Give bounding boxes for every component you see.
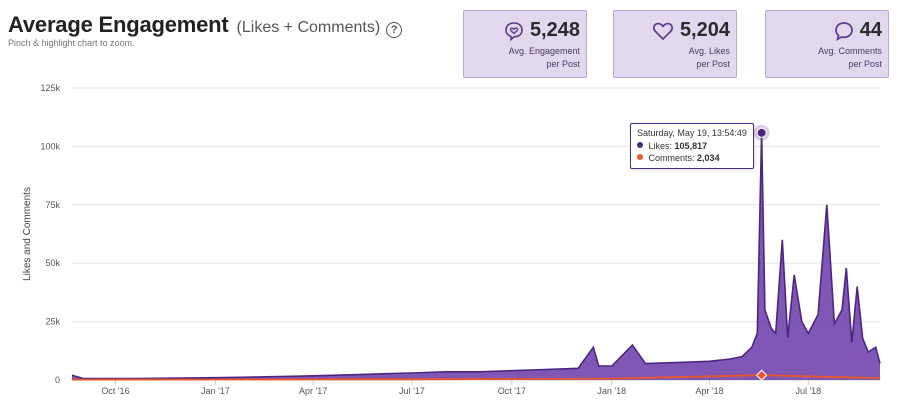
stat-label-line1: Avg. Engagement <box>508 46 580 56</box>
x-tick-label: Jan '18 <box>597 386 626 396</box>
x-tick-label: Jan '17 <box>201 386 230 396</box>
stat-value: 5,204 <box>679 19 730 41</box>
page-subtitle: (Likes + Comments) <box>236 19 381 36</box>
stat-label: Avg. Engagement per Post <box>509 45 580 71</box>
x-tick-label: Apr '18 <box>695 386 723 396</box>
comment-bubble-icon <box>834 21 854 41</box>
stat-label: Avg. Comments per Post <box>818 45 882 71</box>
comments-dot-icon <box>637 154 643 160</box>
engagement-chart[interactable]: 0 25k 50k 75k 100k 125k Oct '16 Jan '17 Apr '17… <box>0 80 900 404</box>
y-axis-label: Likes and Comments <box>22 187 33 281</box>
tooltip-likes-value: 105,817 <box>674 141 708 151</box>
y-tick-label: 75k <box>45 200 60 210</box>
stat-label-line1: Avg. Likes <box>688 46 730 56</box>
x-axis-ticks: Oct '16 Jan '17 Apr '17 Jul '17 Oct '17 Jan '… <box>101 380 821 396</box>
y-tick-label: 100k <box>40 141 60 151</box>
y-tick-label: 25k <box>45 317 60 327</box>
stat-card-engagement: 5,248 Avg. Engagement per Post <box>463 10 587 78</box>
likes-dot-icon <box>637 142 643 148</box>
likes-highlight-point <box>756 127 767 138</box>
tooltip-date: Saturday, May 19, 13:54:49 <box>637 128 747 138</box>
header: Average Engagement (Likes + Comments) ? <box>8 12 403 38</box>
x-tick-label: Oct '17 <box>498 386 526 396</box>
tooltip-likes-label: Likes: <box>648 141 673 151</box>
stat-label-line2: per Post <box>848 59 882 69</box>
comments-highlight-point <box>755 369 768 381</box>
tooltip-likes-row: Likes: 105,817 <box>637 140 747 152</box>
y-tick-label: 125k <box>40 83 60 93</box>
y-axis-ticks: 0 25k 50k 75k 100k 125k <box>40 83 60 385</box>
x-tick-label: Oct '16 <box>101 386 129 396</box>
stat-label: Avg. Likes per Post <box>689 45 730 71</box>
x-tick-label: Jul '17 <box>399 386 425 396</box>
y-tick-label: 0 <box>55 375 60 385</box>
zoom-hint: Pinch & highlight chart to zoom. <box>8 38 135 48</box>
x-tick-label: Apr '17 <box>299 386 327 396</box>
page-title: Average Engagement <box>8 12 229 37</box>
comments-line <box>71 374 881 381</box>
stat-card-comments: 44 Avg. Comments per Post <box>765 10 889 78</box>
stat-card-likes: 5,204 Avg. Likes per Post <box>613 10 737 78</box>
stat-label-line1: Avg. Comments <box>818 46 882 56</box>
tooltip-comments-value: 2,034 <box>697 153 720 163</box>
help-icon[interactable]: ? <box>386 22 403 38</box>
heart-bubble-icon <box>504 21 524 41</box>
stat-value: 44 <box>859 19 882 41</box>
y-tick-label: 50k <box>45 258 60 268</box>
heart-icon <box>652 21 674 41</box>
tooltip-comments-label: Comments: <box>648 153 695 163</box>
series-group <box>71 124 881 381</box>
tooltip-comments-row: Comments: 2,034 <box>637 152 747 164</box>
likes-line <box>71 132 881 380</box>
stat-label-line2: per Post <box>546 59 580 69</box>
stat-label-line2: per Post <box>696 59 730 69</box>
x-tick-label: Jul '18 <box>795 386 821 396</box>
chart-tooltip: Saturday, May 19, 13:54:49 Likes: 105,81… <box>630 123 754 169</box>
stat-value: 5,248 <box>529 19 580 41</box>
likes-area <box>72 132 880 380</box>
